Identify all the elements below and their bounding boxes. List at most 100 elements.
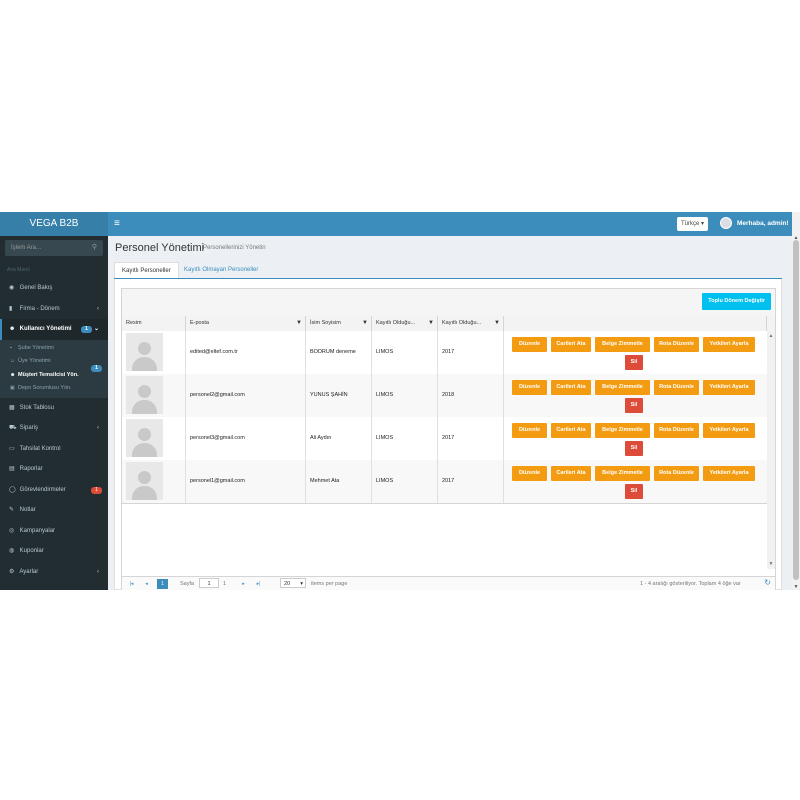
filter-icon[interactable]: ▼ — [428, 320, 434, 326]
sidebar-item-gorevlendirmeler[interactable]: ◯ Görevlendirmeler 1 — [0, 480, 108, 501]
next-page-icon[interactable]: ▸ — [242, 581, 245, 587]
sidebar-subitem-uye[interactable]: ☺ Üye Yönetimi — [0, 355, 108, 369]
set-permissions-button[interactable]: Yetkileri Ayarla — [703, 337, 755, 352]
column-label: Kayıtlı Olduğu... — [442, 320, 482, 326]
edit-button[interactable]: Düzenle — [512, 423, 547, 438]
user-tie-icon: ☻ — [10, 371, 16, 378]
sidebar-item-tahsilat-kontrol[interactable]: ▭ Tahsilat Kontrol — [0, 439, 108, 460]
filter-icon[interactable]: ▼ — [296, 320, 302, 326]
delete-button[interactable]: Sil — [625, 484, 643, 499]
assign-accounts-button[interactable]: Carileri Ata — [551, 380, 591, 395]
last-page-icon[interactable]: ▸| — [256, 581, 261, 587]
brand-logo[interactable]: VEGA B2B — [0, 212, 108, 236]
column-header-firma[interactable]: Kayıtlı Olduğu... ▼ — [372, 316, 438, 331]
grid-scrollbar[interactable]: ▲ ▼ — [767, 331, 775, 569]
tasks-icon: ◯ — [9, 486, 16, 493]
sidebar-subitem-depo[interactable]: ▣ Depo Sorumlusu Yön. — [0, 382, 108, 396]
page-size-value: 20 — [284, 581, 291, 587]
first-page-icon[interactable]: |◂ — [129, 581, 134, 587]
filter-icon[interactable]: ▼ — [494, 320, 500, 326]
tab-kayitli-olmayan-personeller[interactable]: Kayıtlı Olmayan Personeller — [184, 267, 259, 273]
edit-route-button[interactable]: Rota Düzenle — [654, 337, 699, 352]
money-icon: ▭ — [9, 445, 15, 452]
scroll-up-icon[interactable]: ▲ — [768, 333, 774, 339]
edit-button[interactable]: Düzenle — [512, 466, 547, 481]
page-size-select[interactable]: 20 ▾ — [280, 578, 306, 588]
table-row[interactable]: personel2@gmail.com YUNUS ŞAHİN LIMOS 20… — [122, 374, 767, 418]
current-page-button[interactable]: 1 — [157, 579, 168, 589]
year-cell: 2017 — [438, 331, 504, 374]
grid-header: Resim E-posta ▼ İsim Soyisim ▼ Kayıtlı Old… — [122, 316, 775, 332]
language-dropdown[interactable]: Türkçe ▾ — [677, 217, 709, 231]
delete-button[interactable]: Sil — [625, 355, 643, 370]
delete-button[interactable]: Sil — [625, 398, 643, 413]
scroll-up-icon[interactable]: ▲ — [793, 235, 799, 241]
column-header-donem[interactable]: Kayıtlı Olduğu... ▼ — [438, 316, 504, 331]
table-row[interactable]: edited@eltef.com.tr BODRUM deneme LIMOS … — [122, 331, 767, 375]
subitem-label: Müşteri Temsilcisi Yön. — [18, 371, 79, 378]
assign-document-button[interactable]: Belge Zimmetle — [595, 423, 650, 438]
assign-document-button[interactable]: Belge Zimmetle — [595, 466, 650, 481]
count-badge: 1 — [91, 486, 102, 494]
set-permissions-button[interactable]: Yetkileri Ayarla — [703, 466, 755, 481]
dashboard-icon: ◉ — [9, 285, 15, 291]
user-greeting[interactable]: Merhaba, admin! — [737, 220, 789, 227]
sidebar-item-genel-bakis[interactable]: ◉ Genel Bakış — [0, 278, 108, 299]
edit-button[interactable]: Düzenle — [512, 337, 547, 352]
eye-icon: ◎ — [9, 527, 15, 534]
scrollbar-thumb[interactable] — [793, 240, 799, 580]
assign-accounts-button[interactable]: Carileri Ata — [551, 337, 591, 352]
search-icon[interactable]: ⚲ — [91, 244, 97, 251]
sidebar-item-firma-donem[interactable]: ▮ Firma - Dönem ‹ — [0, 299, 108, 320]
chevron-left-icon: ‹ — [97, 425, 99, 431]
scroll-down-icon[interactable]: ▼ — [768, 561, 774, 567]
column-header-eposta[interactable]: E-posta ▼ — [186, 316, 306, 331]
chevron-down-icon: ⌄ — [93, 326, 99, 332]
avatar-placeholder — [126, 419, 163, 457]
bulk-period-change-button[interactable]: Toplu Dönem Değiştir — [702, 293, 771, 310]
set-permissions-button[interactable]: Yetkileri Ayarla — [703, 380, 755, 395]
table-row[interactable]: personel1@gmail.com Mehmet Ata LIMOS 201… — [122, 460, 767, 504]
table-row[interactable]: personel3@gmail.com Ali Aydın LIMOS 2017… — [122, 417, 767, 461]
assign-accounts-button[interactable]: Carileri Ata — [551, 423, 591, 438]
assign-document-button[interactable]: Belge Zimmetle — [595, 380, 650, 395]
assign-document-button[interactable]: Belge Zimmetle — [595, 337, 650, 352]
edit-route-button[interactable]: Rota Düzenle — [654, 380, 699, 395]
sidebar-subitem-musteri-temsilcisi[interactable]: ☻ Müşteri Temsilcisi Yön. 1 — [0, 364, 108, 383]
user-avatar[interactable] — [720, 217, 732, 229]
column-header-resim[interactable]: Resim — [122, 316, 186, 331]
scroll-down-icon[interactable]: ▼ — [793, 584, 799, 590]
sidebar-item-kampanyalar[interactable]: ◎ Kampanyalar — [0, 521, 108, 542]
edit-route-button[interactable]: Rota Düzenle — [654, 423, 699, 438]
prev-page-icon[interactable]: ◂ — [145, 581, 148, 587]
sidebar-menu: ◉ Genel Bakış ▮ Firma - Dönem ‹ ☻ Kullan… — [0, 278, 108, 582]
sidebar-subitem-sube[interactable]: ▪ Şube Yönetimi — [0, 342, 108, 356]
sidebar-item-ayarlar[interactable]: ⚙ Ayarlar ‹ — [0, 562, 108, 583]
sidebar-item-notlar[interactable]: ✎ Notlar — [0, 500, 108, 521]
set-permissions-button[interactable]: Yetkileri Ayarla — [703, 423, 755, 438]
edit-route-button[interactable]: Rota Düzenle — [654, 466, 699, 481]
sidebar-item-kullanici-yonetimi[interactable]: ☻ Kullanıcı Yönetimi 1 ⌄ — [0, 319, 108, 340]
menu-toggle-icon[interactable]: ≡ — [114, 218, 120, 229]
page-scrollbar[interactable]: ▲ ▼ — [792, 235, 800, 590]
avatar-placeholder — [126, 462, 163, 500]
count-badge: 1 — [91, 364, 102, 372]
edit-button[interactable]: Düzenle — [512, 380, 547, 395]
user-icon: ☺ — [10, 358, 16, 364]
sidebar-item-label: Stok Tablosu — [19, 404, 54, 411]
sidebar-submenu: ▪ Şube Yönetimi ☺ Üye Yönetimi ☻ Müşteri Te… — [0, 339, 108, 398]
assign-accounts-button[interactable]: Carileri Ata — [551, 466, 591, 481]
sidebar-item-kuponlar[interactable]: ◍ Kuponlar — [0, 541, 108, 562]
sidebar-item-stok-tablosu[interactable]: ▦ Stok Tablosu — [0, 398, 108, 419]
filter-icon[interactable]: ▼ — [362, 320, 368, 326]
refresh-icon[interactable]: ↻ — [764, 578, 771, 587]
sidebar-item-label: Görevlendirmeler — [19, 486, 66, 493]
page-number-input[interactable]: 1 — [199, 578, 219, 588]
sidebar-item-siparis[interactable]: ⛟ Sipariş ‹ — [0, 418, 108, 439]
delete-button[interactable]: Sil — [625, 441, 643, 456]
column-header-isim[interactable]: İsim Soyisim ▼ — [306, 316, 372, 331]
personnel-grid: Toplu Dönem Değiştir Resim E-posta ▼ İsim… — [121, 288, 776, 590]
tab-kayitli-personeller[interactable]: Kayıtlı Personeller — [114, 262, 179, 278]
sidebar-search-input[interactable]: İşlem Ara... ⚲ — [5, 240, 103, 256]
sidebar-item-raporlar[interactable]: ▤ Raporlar — [0, 459, 108, 480]
